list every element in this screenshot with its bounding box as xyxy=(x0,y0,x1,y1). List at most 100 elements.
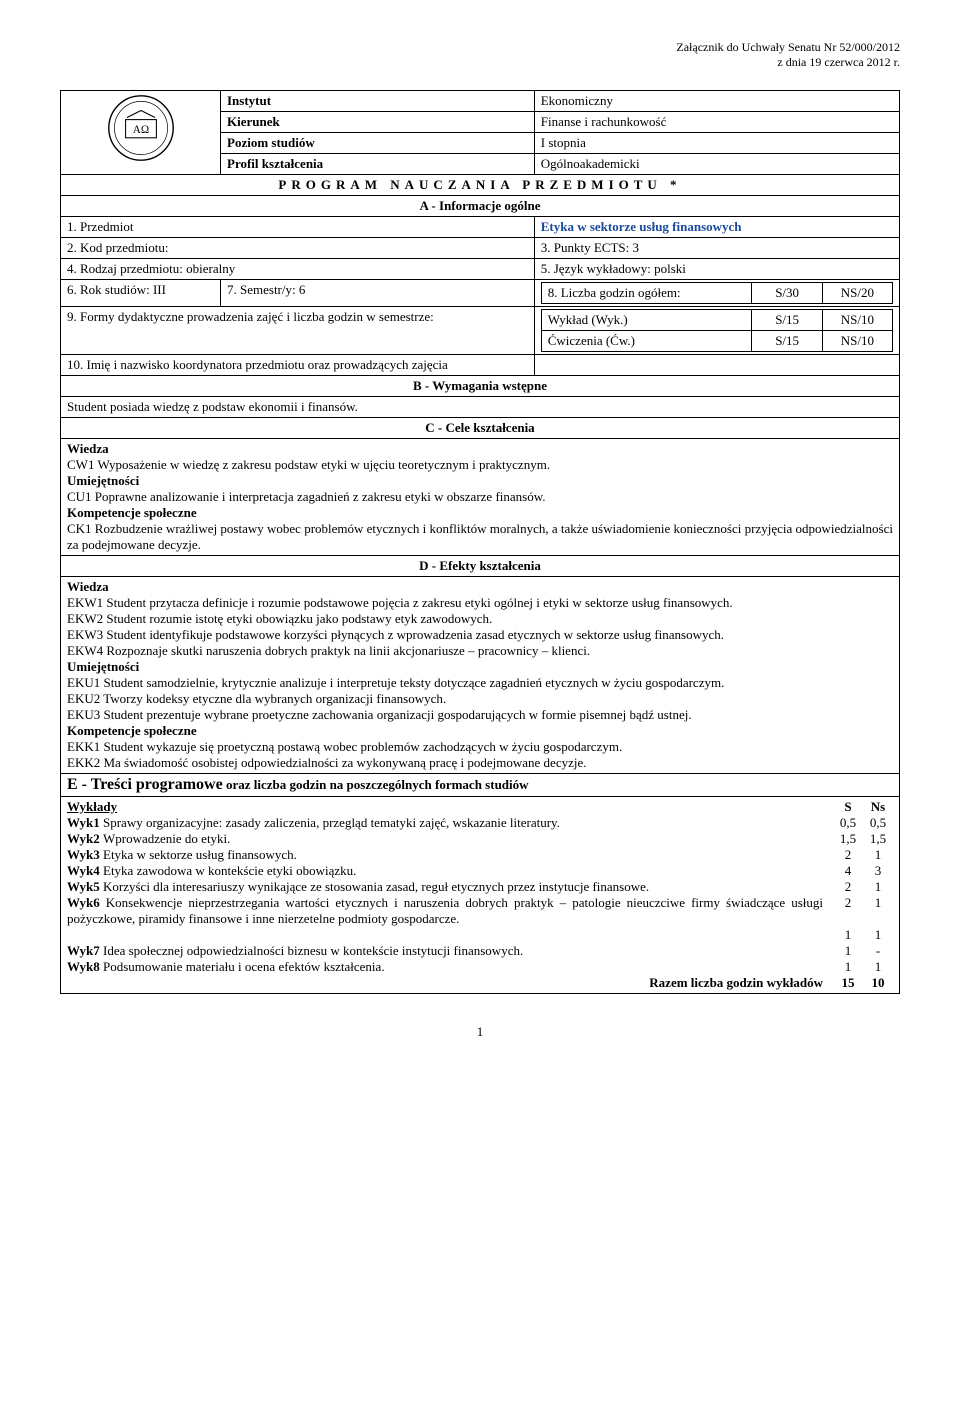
c-block: Wiedza CW1 Wyposażenie w wiedzę z zakres… xyxy=(61,439,900,556)
row5-left: 9. Formy dydaktyczne prowadzenia zajęć i… xyxy=(61,307,535,355)
row2-value: 3. Punkty ECTS: 3 xyxy=(534,238,899,259)
instytut-value: Ekonomiczny xyxy=(534,91,899,112)
lecture-ns: 0,5 xyxy=(863,815,893,831)
lecture-row: Wyk4 Etyka zawodowa w kontekście etyki o… xyxy=(67,863,893,879)
e-table: Wykłady S Ns Wyk1 Sprawy organizacyjne: … xyxy=(61,797,900,994)
lecture-row: Wyk3 Etyka w sektorze usług finansowych.… xyxy=(67,847,893,863)
svg-text:ΑΩ: ΑΩ xyxy=(132,124,148,136)
d-ekw4: EKW4 Rozpoznaje skutki naruszenia dobryc… xyxy=(67,643,893,659)
lecture-ns: 1 xyxy=(863,879,893,895)
row5-r1a: Wykład (Wyk.) xyxy=(541,310,752,331)
row4-c3: 8. Liczba godzin ogółem: S/30 NS/20 xyxy=(534,280,899,307)
lecture-ns: 1 xyxy=(863,895,893,927)
e-title-sub: oraz liczba godzin na poszczególnych for… xyxy=(223,777,529,792)
profil-label: Profil kształcenia xyxy=(221,154,535,175)
section-e-title: E - Treści programowe oraz liczba godzin… xyxy=(61,774,900,797)
row6-left: 10. Imię i nazwisko koordynatora przedmi… xyxy=(61,355,535,376)
row5-r2s: S/15 xyxy=(752,331,822,352)
lecture-row: Wyk8 Podsumowanie materiału i ocena efek… xyxy=(67,959,893,975)
row6-right xyxy=(534,355,899,376)
row3-value: 5. Język wykładowy: polski xyxy=(534,259,899,280)
poziom-label: Poziom studiów xyxy=(221,133,535,154)
lecture-text: Wyk2 Wprowadzenie do etyki. xyxy=(67,831,833,847)
b-text: Student posiada wiedzę z podstaw ekonomi… xyxy=(61,397,900,418)
c-wiedza: Wiedza xyxy=(67,441,893,457)
row1-label: 1. Przedmiot xyxy=(61,217,535,238)
lecture-s: 0,5 xyxy=(833,815,863,831)
logo-cell: ΑΩ xyxy=(61,91,221,175)
lecture-text: Wyk8 Podsumowanie materiału i ocena efek… xyxy=(67,959,833,975)
lecture-text: Wyk6 Konsekwencje nieprzestrzegania wart… xyxy=(67,895,833,927)
lecture-ns: 1 xyxy=(863,847,893,863)
row5-r1ns: NS/10 xyxy=(822,310,892,331)
lecture-s: 1 xyxy=(833,927,863,943)
c-ck1: CK1 Rozbudzenie wrażliwej postawy wobec … xyxy=(67,521,893,553)
row4-c3-label: 8. Liczba godzin ogółem: xyxy=(541,283,752,304)
section-c-title: C - Cele kształcenia xyxy=(61,418,900,439)
d-ekw2: EKW2 Student rozumie istotę etyki obowią… xyxy=(67,611,893,627)
poziom-value: I stopnia xyxy=(534,133,899,154)
lecture-ns: 1,5 xyxy=(863,831,893,847)
e-s-header: S xyxy=(833,799,863,815)
lecture-text: Wyk5 Korzyści dla interesariuszy wynikaj… xyxy=(67,879,833,895)
page-number: 1 xyxy=(60,1024,900,1040)
lecture-ns: 3 xyxy=(863,863,893,879)
lecture-s: 2 xyxy=(833,895,863,927)
lecture-text: Wyk1 Sprawy organizacyjne: zasady zalicz… xyxy=(67,815,833,831)
instytut-label: Instytut xyxy=(221,91,535,112)
e-total-row: Razem liczba godzin wykładów 15 10 xyxy=(67,975,893,991)
row5-right: Wykład (Wyk.) S/15 NS/10 Ćwiczenia (Ćw.)… xyxy=(534,307,899,355)
lecture-s: 1 xyxy=(833,959,863,975)
d-ekw3: EKW3 Student identyfikuje podstawowe kor… xyxy=(67,627,893,643)
attachment-header: Załącznik do Uchwały Senatu Nr 52/000/20… xyxy=(60,40,900,70)
c-cu1: CU1 Poprawne analizowanie i interpretacj… xyxy=(67,489,893,505)
lecture-s: 2 xyxy=(833,879,863,895)
e-wyk-header: Wykłady xyxy=(67,799,833,815)
d-eku3: EKU3 Student prezentuje wybrane proetycz… xyxy=(67,707,893,723)
attachment-line1: Załącznik do Uchwały Senatu Nr 52/000/20… xyxy=(60,40,900,55)
lecture-text: Wyk7 Idea społecznej odpowiedzialności b… xyxy=(67,943,833,959)
section-a-title: A - Informacje ogólne xyxy=(61,196,900,217)
lecture-row: Wyk7 Idea społecznej odpowiedzialności b… xyxy=(67,943,893,959)
c-komp: Kompetencje społeczne xyxy=(67,505,893,521)
c-umiej: Umiejętności xyxy=(67,473,893,489)
d-wiedza: Wiedza xyxy=(67,579,893,595)
section-b-title: B - Wymagania wstępne xyxy=(61,376,900,397)
lecture-ns: - xyxy=(863,943,893,959)
lecture-s: 1 xyxy=(833,943,863,959)
main-table: ΑΩ Instytut Ekonomiczny Kierunek Finanse… xyxy=(60,90,900,994)
e-ns-header: Ns xyxy=(863,799,893,815)
row4-c1: 6. Rok studiów: III xyxy=(61,280,221,307)
kierunek-label: Kierunek xyxy=(221,112,535,133)
section-d-title: D - Efekty kształcenia xyxy=(61,556,900,577)
d-eku2: EKU2 Tworzy kodeksy etyczne dla wybranyc… xyxy=(67,691,893,707)
row3-label: 4. Rodzaj przedmiotu: obieralny xyxy=(61,259,535,280)
row4-c3-s: S/30 xyxy=(752,283,822,304)
lecture-text: Wyk4 Etyka zawodowa w kontekście etyki o… xyxy=(67,863,833,879)
c-cw1: CW1 Wyposażenie w wiedzę z zakresu podst… xyxy=(67,457,893,473)
lecture-s: 1,5 xyxy=(833,831,863,847)
lecture-ns: 1 xyxy=(863,927,893,943)
lecture-row: Wyk1 Sprawy organizacyjne: zasady zalicz… xyxy=(67,815,893,831)
row4-c2: 7. Semestr/y: 6 xyxy=(221,280,535,307)
row4-c3-ns: NS/20 xyxy=(822,283,892,304)
row5-r2ns: NS/10 xyxy=(822,331,892,352)
d-eku1: EKU1 Student samodzielnie, krytycznie an… xyxy=(67,675,893,691)
d-ekk1: EKK1 Student wykazuje się proetyczną pos… xyxy=(67,739,893,755)
profil-value: Ogólnoakademicki xyxy=(534,154,899,175)
e-title-main: E - Treści programowe xyxy=(67,776,223,793)
d-ekk2: EKK2 Ma świadomość osobistej odpowiedzia… xyxy=(67,755,893,771)
row5-r1s: S/15 xyxy=(752,310,822,331)
lecture-text xyxy=(67,927,833,943)
lecture-s: 2 xyxy=(833,847,863,863)
lecture-text: Wyk3 Etyka w sektorze usług finansowych. xyxy=(67,847,833,863)
kierunek-value: Finanse i rachunkowość xyxy=(534,112,899,133)
e-rows-container: Wyk1 Sprawy organizacyjne: zasady zalicz… xyxy=(67,815,893,975)
e-total-ns: 10 xyxy=(863,975,893,991)
school-logo-icon: ΑΩ xyxy=(106,93,176,163)
lecture-row: Wyk2 Wprowadzenie do etyki.1,51,5 xyxy=(67,831,893,847)
e-header-row: Wykłady S Ns xyxy=(67,799,893,815)
row5-r2a: Ćwiczenia (Ćw.) xyxy=(541,331,752,352)
lecture-s: 4 xyxy=(833,863,863,879)
lecture-row: Wyk5 Korzyści dla interesariuszy wynikaj… xyxy=(67,879,893,895)
